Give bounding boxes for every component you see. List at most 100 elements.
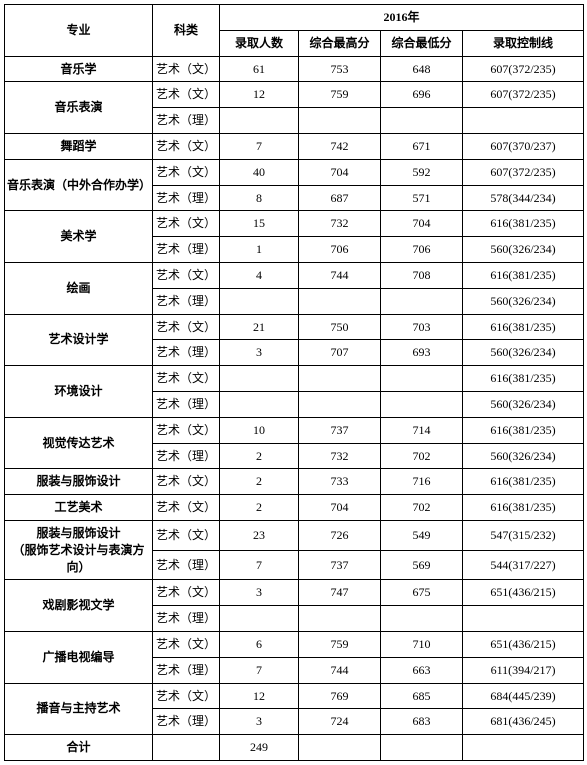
- cell-category: 艺术（文）: [153, 133, 220, 159]
- cell-hi: 706: [299, 237, 381, 263]
- cell-lo: 648: [381, 56, 463, 82]
- cell-category: 艺术（文）: [153, 580, 220, 606]
- cell-hi: 769: [299, 683, 381, 709]
- cell-lo: 663: [381, 657, 463, 683]
- cell-major: 绘画: [5, 262, 153, 314]
- cell-lo: 549: [381, 520, 463, 550]
- cell-category: 艺术（文）: [153, 417, 220, 443]
- cell-blank: [299, 735, 381, 761]
- cell-ctrl: 607(370/237): [463, 133, 584, 159]
- cell-major: 服装与服饰设计（服饰艺术设计与表演方向）: [5, 520, 153, 579]
- cell-ctrl: 607(372/235): [463, 159, 584, 185]
- hdr-enroll: 录取人数: [220, 30, 299, 56]
- cell-lo: 714: [381, 417, 463, 443]
- table-row: 绘画艺术（文）4744708616(381/235): [5, 262, 584, 288]
- cell-category: 艺术（文）: [153, 683, 220, 709]
- cell-lo: 683: [381, 709, 463, 735]
- cell-lo: 685: [381, 683, 463, 709]
- table-row: 戏剧影视文学艺术（文）3747675651(436/215): [5, 580, 584, 606]
- cell-n: 2: [220, 495, 299, 521]
- cell-lo: 571: [381, 185, 463, 211]
- cell-category: 艺术（文）: [153, 495, 220, 521]
- cell-category: 艺术（理）: [153, 550, 220, 580]
- cell-n: [220, 366, 299, 392]
- table-row: 艺术设计学艺术（文）21750703616(381/235): [5, 314, 584, 340]
- admission-table: 专业 科类 2016年 录取人数 综合最高分 综合最低分 录取控制线 音乐学艺术…: [4, 4, 584, 761]
- cell-n: 3: [220, 580, 299, 606]
- cell-category: 艺术（文）: [153, 469, 220, 495]
- cell-category: 艺术（文）: [153, 631, 220, 657]
- cell-blank: [381, 735, 463, 761]
- cell-ctrl: 616(381/235): [463, 366, 584, 392]
- cell-n: 4: [220, 262, 299, 288]
- cell-ctrl: 616(381/235): [463, 495, 584, 521]
- cell-ctrl: 681(436/245): [463, 709, 584, 735]
- cell-ctrl: [463, 606, 584, 632]
- cell-major: 广播电视编导: [5, 631, 153, 683]
- cell-category: 艺术（文）: [153, 82, 220, 108]
- cell-lo: 710: [381, 631, 463, 657]
- cell-lo: 693: [381, 340, 463, 366]
- hdr-min: 综合最低分: [381, 30, 463, 56]
- cell-ctrl: 616(381/235): [463, 211, 584, 237]
- table-row: 环境设计艺术（文）616(381/235): [5, 366, 584, 392]
- cell-n: 10: [220, 417, 299, 443]
- cell-lo: 702: [381, 495, 463, 521]
- cell-major: 环境设计: [5, 366, 153, 418]
- cell-major: 舞蹈学: [5, 133, 153, 159]
- cell-lo: [381, 288, 463, 314]
- cell-lo: [381, 606, 463, 632]
- hdr-category: 科类: [153, 5, 220, 57]
- hdr-year: 2016年: [220, 5, 584, 31]
- cell-hi: 724: [299, 709, 381, 735]
- table-row: 音乐表演艺术（文）12759696607(372/235): [5, 82, 584, 108]
- table-row: 舞蹈学艺术（文）7742671607(370/237): [5, 133, 584, 159]
- cell-ctrl: 560(326/234): [463, 443, 584, 469]
- cell-ctrl: 578(344/234): [463, 185, 584, 211]
- cell-n: 7: [220, 550, 299, 580]
- cell-major: 艺术设计学: [5, 314, 153, 366]
- cell-hi: [299, 288, 381, 314]
- cell-category: 艺术（理）: [153, 606, 220, 632]
- cell-category: 艺术（文）: [153, 56, 220, 82]
- table-row: 音乐表演（中外合作办学）艺术（文）40704592607(372/235): [5, 159, 584, 185]
- cell-category: 艺术（理）: [153, 709, 220, 735]
- cell-major: 音乐学: [5, 56, 153, 82]
- cell-hi: 732: [299, 211, 381, 237]
- cell-category: 艺术（理）: [153, 657, 220, 683]
- cell-lo: [381, 366, 463, 392]
- cell-n: [220, 391, 299, 417]
- cell-n: [220, 108, 299, 134]
- cell-hi: 732: [299, 443, 381, 469]
- cell-category: 艺术（文）: [153, 520, 220, 550]
- cell-hi: 707: [299, 340, 381, 366]
- table-row: 工艺美术艺术（文）2704702616(381/235): [5, 495, 584, 521]
- cell-hi: 750: [299, 314, 381, 340]
- cell-ctrl: 544(317/227): [463, 550, 584, 580]
- cell-hi: 759: [299, 631, 381, 657]
- cell-hi: 737: [299, 550, 381, 580]
- cell-blank: [153, 735, 220, 761]
- cell-ctrl: 607(372/235): [463, 56, 584, 82]
- cell-lo: 696: [381, 82, 463, 108]
- cell-ctrl: [463, 108, 584, 134]
- cell-lo: 675: [381, 580, 463, 606]
- table-row: 广播电视编导艺术（文）6759710651(436/215): [5, 631, 584, 657]
- cell-hi: [299, 606, 381, 632]
- cell-lo: 708: [381, 262, 463, 288]
- cell-n: [220, 288, 299, 314]
- cell-category: 艺术（文）: [153, 366, 220, 392]
- cell-total-label: 合计: [5, 735, 153, 761]
- table-row: 视觉传达艺术艺术（文）10737714616(381/235): [5, 417, 584, 443]
- hdr-major: 专业: [5, 5, 153, 57]
- cell-n: 61: [220, 56, 299, 82]
- table-row: 音乐学艺术（文）61753648607(372/235): [5, 56, 584, 82]
- cell-hi: [299, 391, 381, 417]
- cell-ctrl: 684(445/239): [463, 683, 584, 709]
- cell-ctrl: 607(372/235): [463, 82, 584, 108]
- cell-hi: 742: [299, 133, 381, 159]
- cell-hi: 704: [299, 495, 381, 521]
- cell-category: 艺术（理）: [153, 391, 220, 417]
- cell-hi: 759: [299, 82, 381, 108]
- cell-lo: 592: [381, 159, 463, 185]
